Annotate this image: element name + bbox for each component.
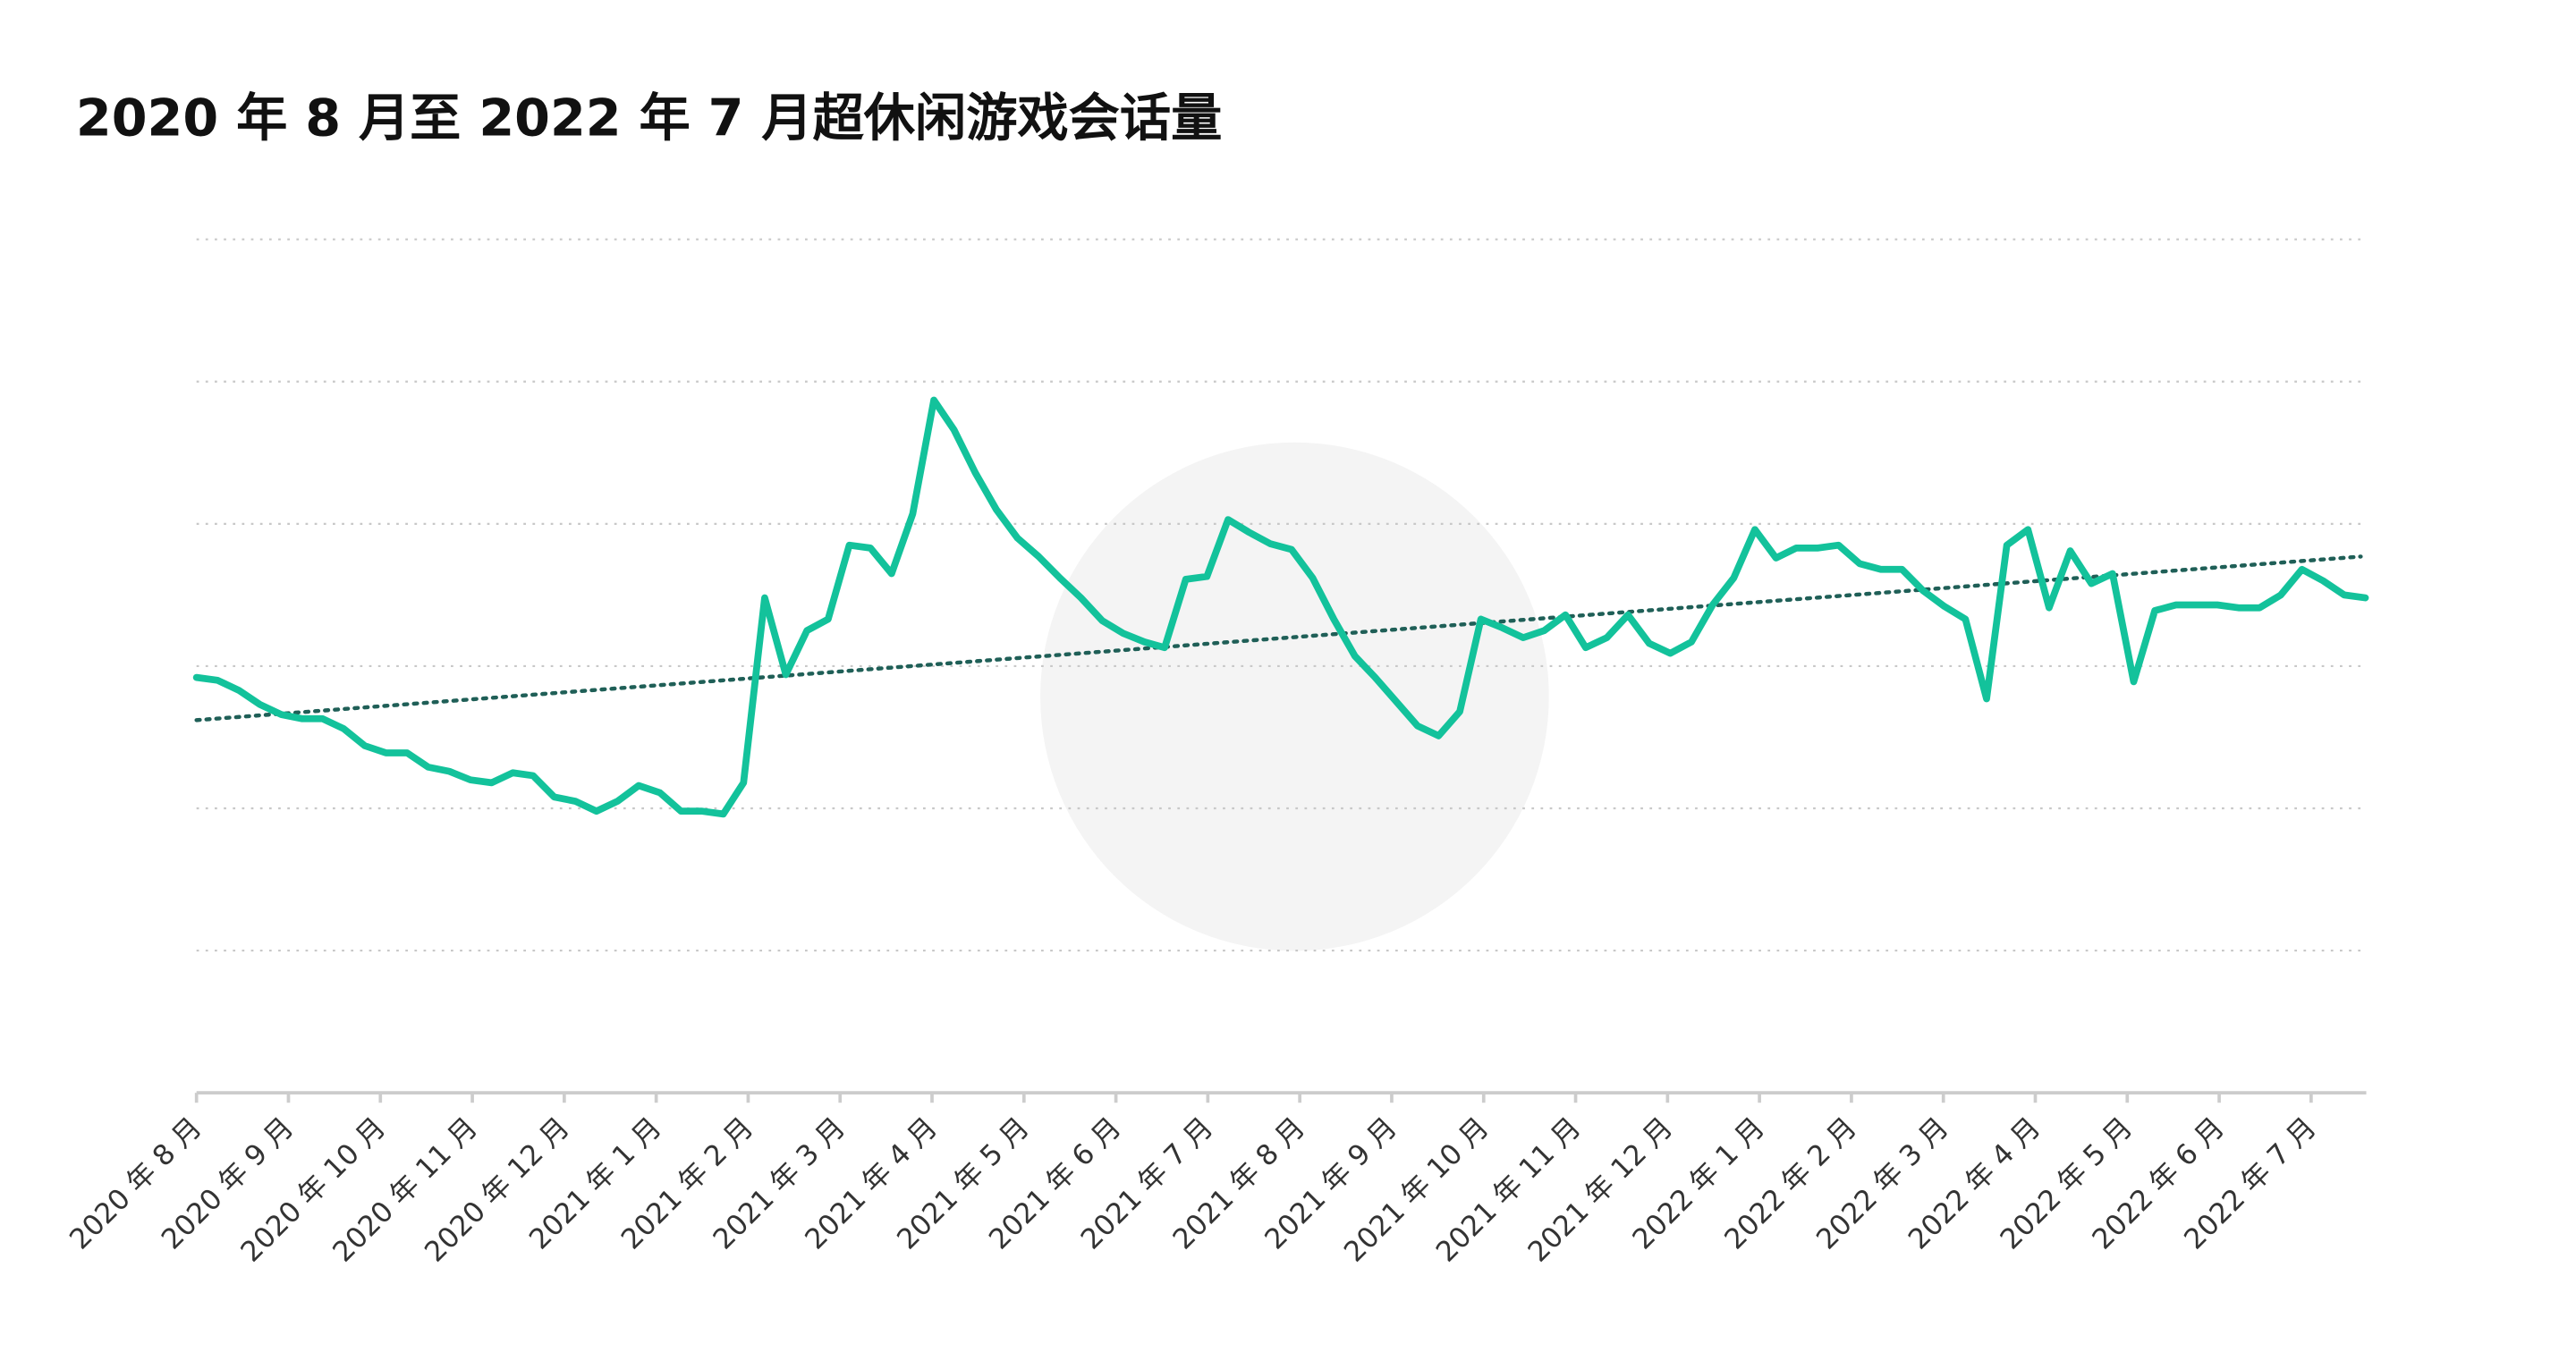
- chart-title: 2020 年 8 月至 2022 年 7 月超休闲游戏会话量: [76, 89, 1222, 148]
- trend-line: [194, 554, 2363, 722]
- watermark: [1040, 442, 1549, 951]
- data-line: [192, 396, 2369, 818]
